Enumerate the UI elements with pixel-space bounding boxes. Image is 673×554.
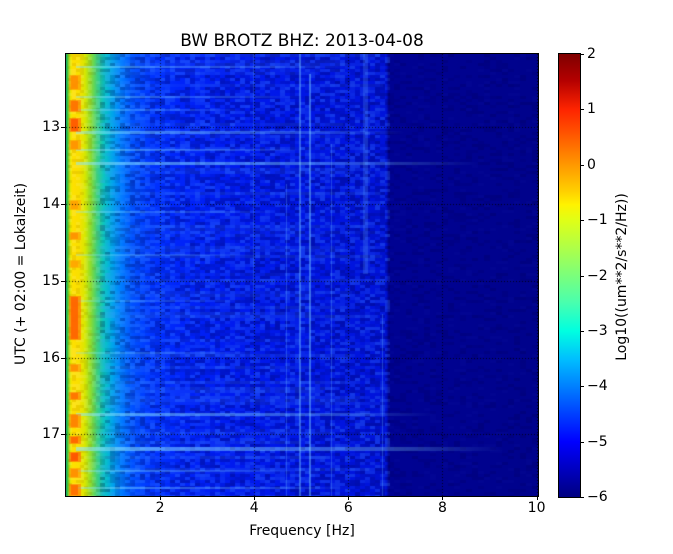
colorbar-tick-label: 1 <box>587 101 596 118</box>
y-tick-mark <box>61 204 65 205</box>
x-tick-label: 4 <box>249 500 259 516</box>
x-tick-label: 10 <box>527 500 546 516</box>
y-tick-label: 15 <box>42 272 60 289</box>
colorbar-tick-label: 0 <box>587 156 596 173</box>
colorbar-tick-label: 2 <box>587 46 596 62</box>
colorbar-tick-mark <box>580 497 584 498</box>
colorbar-tick-mark <box>580 109 584 110</box>
x-axis-label: Frequency [Hz] <box>249 523 355 539</box>
colorbar-tick-mark <box>580 331 584 332</box>
y-tick-label: 14 <box>42 195 60 212</box>
colorbar-tick-label: −5 <box>587 433 608 450</box>
colorbar-tick-label: −1 <box>587 212 608 229</box>
y-tick-mark <box>61 281 65 282</box>
x-tick-mark <box>442 496 443 500</box>
x-tick-mark <box>348 496 349 500</box>
y-axis-label: UTC (+ 02:00 = Lokalzeit) <box>13 182 29 366</box>
colorbar-label: Log10((um**2/s**2/Hz)) <box>614 193 630 361</box>
y-tick-label: 16 <box>42 349 60 366</box>
chart-title: BW BROTZ BHZ: 2013-04-08 <box>180 31 424 51</box>
y-tick-mark <box>61 358 65 359</box>
colorbar-tick-mark <box>580 276 584 277</box>
x-tick-mark <box>537 496 538 500</box>
colorbar-tick-label: −4 <box>587 378 608 395</box>
colorbar-tick-label: −3 <box>587 322 608 339</box>
colorbar-tick-mark <box>580 442 584 443</box>
x-tick-label: 2 <box>155 500 165 516</box>
colorbar-tick-label: −6 <box>587 489 608 505</box>
y-tick-label: 17 <box>42 426 60 443</box>
y-tick-mark <box>61 127 65 128</box>
x-tick-label: 6 <box>343 500 353 516</box>
x-tick-mark <box>254 496 255 500</box>
plot-area-border <box>65 53 539 497</box>
colorbar-tick-mark <box>580 54 584 55</box>
colorbar-tick-mark <box>580 386 584 387</box>
colorbar-tick-label: −2 <box>587 267 608 284</box>
y-tick-label: 13 <box>42 118 60 135</box>
colorbar-gradient <box>558 53 581 498</box>
colorbar-tick-mark <box>580 220 584 221</box>
colorbar-tick-mark <box>580 165 584 166</box>
x-tick-label: 8 <box>438 500 447 516</box>
x-tick-mark <box>160 496 161 500</box>
spectrogram-canvas <box>66 54 538 496</box>
y-tick-mark <box>61 434 65 435</box>
